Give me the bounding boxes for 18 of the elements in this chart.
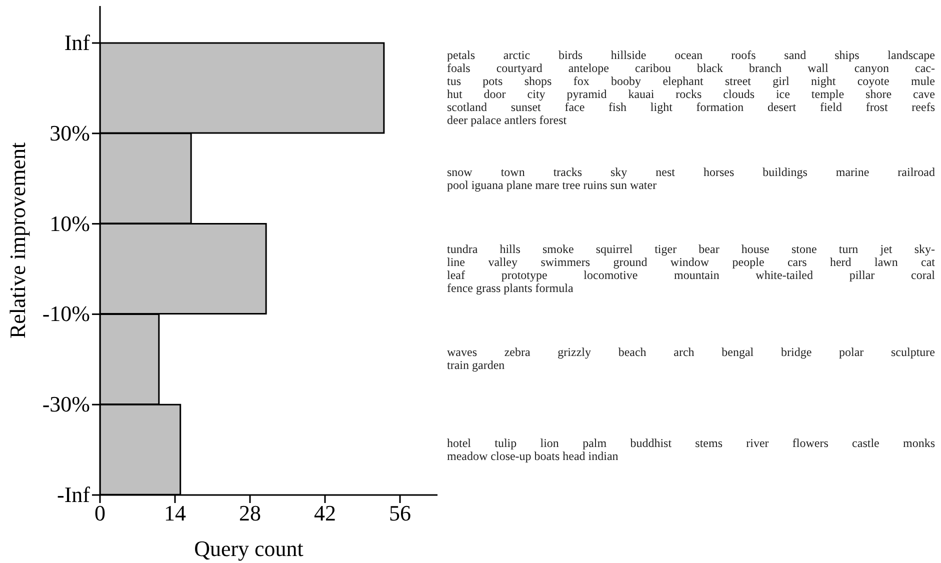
text: hotel tulip lion palm buddhist stems river flowers castle monks meadow close-up boats head indian xyxy=(447,436,935,463)
text: snow town tracks sky nest horses buildings marine railroad pool iguana plane mare tree ruins sun water xyxy=(447,164,935,192)
text: petals arctic birds hillside ocean roofs sand ships landscape foals courtyard antelope caribou black branch wall canyon cac- tus pots shops fox booby elephant street girl night coyote mule hut door city pyramid kauai rocks clouds ice temple shore cave scotland sunset face fish light formation desert field frost reefs deer palace antlers forest xyxy=(447,48,935,128)
text: 30% xyxy=(50,120,90,146)
x-tick-label: 42 xyxy=(314,500,336,526)
x-tick-label: 0 xyxy=(94,500,106,526)
text: -30% xyxy=(42,392,90,417)
x-tick-label: 14 xyxy=(164,500,186,526)
x-tick-label: 28 xyxy=(239,500,261,526)
text: -10% xyxy=(42,301,90,326)
x-axis-title: Query count xyxy=(194,536,304,561)
y-axis-title: Relative improvement xyxy=(5,142,30,339)
text: Inf xyxy=(64,30,91,55)
x-tick-label: 56 xyxy=(389,500,411,526)
text: -Inf xyxy=(57,482,91,507)
text: waves zebra grizzly beach arch bengal bridge polar sculpture train garden xyxy=(447,345,935,372)
text: 10% xyxy=(50,210,90,236)
text: tundra hills smoke squirrel tiger bear house stone turn jet sky- line valley swimmers ground window people cars herd lawn cat leaf prototype locomotive mountain white-tailed pillar coral fence grass plants formula xyxy=(447,242,935,295)
